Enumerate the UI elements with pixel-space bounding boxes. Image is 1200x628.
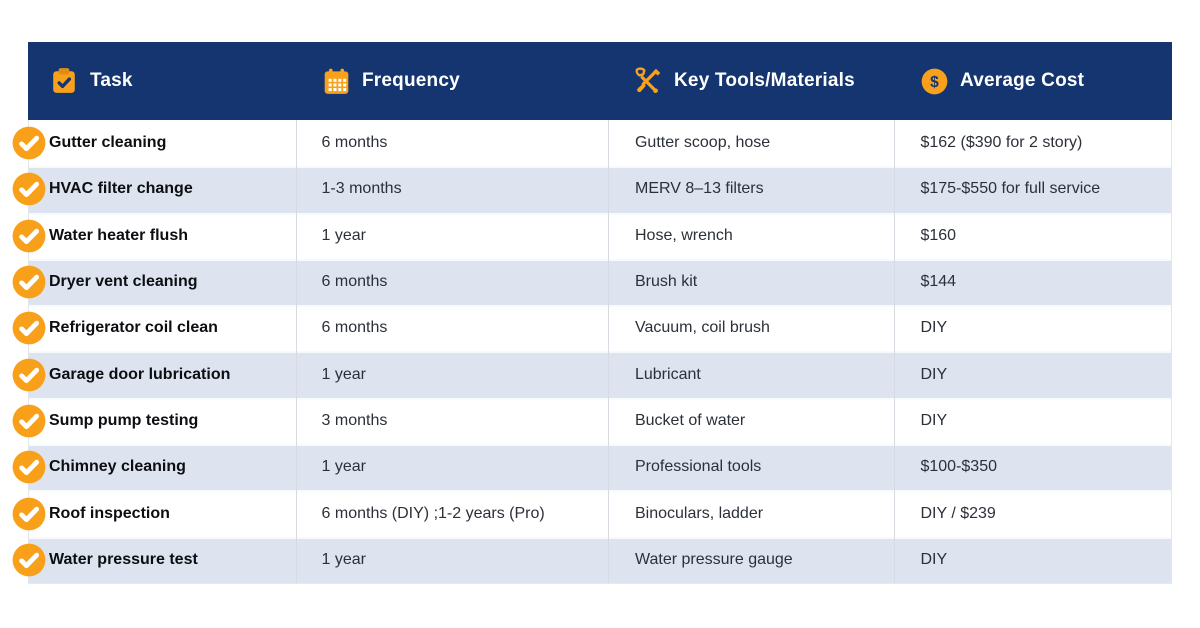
task-cell: Roof inspection [49,504,170,522]
svg-text:$: $ [930,73,939,90]
frequency-cell: 1-3 months [295,166,608,213]
dollar-circle-icon: $ [920,67,948,95]
frequency-cell: 1 year [295,536,608,583]
table-row: Roof inspection 6 months (DIY) ;1-2 year… [12,490,1171,537]
calendar-icon [322,67,350,95]
tools-cell: Bucket of water [607,397,895,445]
column-header-tools: Key Tools/Materials [608,42,895,120]
tools-cell: MERV 8–13 filters [607,166,895,213]
column-header-cost: $ Average Cost [895,42,1172,120]
table-row: Dryer vent cleaning 6 months Brush kit $… [12,258,1171,306]
cost-cell: $100-$350 [894,444,1171,491]
table-header: Task Frequency [28,42,1172,120]
table-row: Sump pump testing 3 months Bucket of wat… [12,397,1171,445]
table-row: Gutter cleaning 6 months Gutter scoop, h… [12,120,1171,167]
task-cell: Chimney cleaning [49,458,186,476]
table-row: Chimney cleaning 1 year Professional too… [12,444,1171,491]
column-header-label: Average Cost [960,70,1085,91]
cost-cell: $162 ($390 for 2 story) [894,120,1171,167]
column-header-frequency: Frequency [295,42,608,120]
task-cell: Water heater flush [49,226,188,244]
table-row: Water heater flush 1 year Hose, wrench $… [12,212,1171,259]
table-row: Refrigerator coil clean 6 months Vacuum,… [12,305,1171,352]
cost-cell: DIY / $239 [894,490,1171,537]
column-header-label: Key Tools/Materials [674,70,855,91]
task-cell: Garage door lubrication [49,365,231,383]
tools-cell: Binoculars, ladder [607,490,895,537]
task-cell: HVAC filter change [49,180,193,198]
table-body: Gutter cleaning 6 months Gutter scoop, h… [12,120,1172,584]
task-cell: Dryer vent cleaning [49,273,198,291]
cost-cell: DIY [894,536,1171,583]
frequency-cell: 6 months [295,258,608,306]
column-header-task: Task [28,42,295,120]
frequency-cell: 6 months [295,305,608,352]
tools-icon [634,67,662,95]
table-row: Garage door lubrication 1 year Lubricant… [12,351,1171,398]
column-header-label: Frequency [362,70,460,91]
task-cell: Refrigerator coil clean [49,319,218,337]
frequency-cell: 1 year [295,444,608,491]
tools-cell: Professional tools [607,444,895,491]
frequency-cell: 6 months [295,120,608,167]
tools-cell: Water pressure gauge [607,536,895,583]
cost-cell: DIY [894,351,1171,398]
frequency-cell: 1 year [295,351,608,398]
frequency-cell: 6 months (DIY) ;1-2 years (Pro) [295,490,608,537]
table-row: HVAC filter change 1-3 months MERV 8–13 … [12,166,1171,213]
clipboard-check-icon [50,67,78,95]
maintenance-table: Task Frequency [12,42,1172,584]
task-cell: Gutter cleaning [49,134,167,152]
column-header-label: Task [90,70,133,91]
table-row: Water pressure test 1 year Water pressur… [12,536,1171,583]
frequency-cell: 3 months [295,397,608,445]
frequency-cell: 1 year [295,212,608,259]
cost-cell: $144 [894,258,1171,306]
tools-cell: Brush kit [607,258,895,306]
tools-cell: Hose, wrench [607,212,895,259]
tools-cell: Lubricant [607,351,895,398]
task-cell: Sump pump testing [49,411,199,429]
cost-cell: $160 [894,212,1171,259]
cost-cell: DIY [894,305,1171,352]
cost-cell: $175-$550 for full service [894,166,1171,213]
cost-cell: DIY [894,397,1171,445]
tools-cell: Vacuum, coil brush [607,305,895,352]
task-cell: Water pressure test [49,550,198,568]
tools-cell: Gutter scoop, hose [607,120,895,167]
